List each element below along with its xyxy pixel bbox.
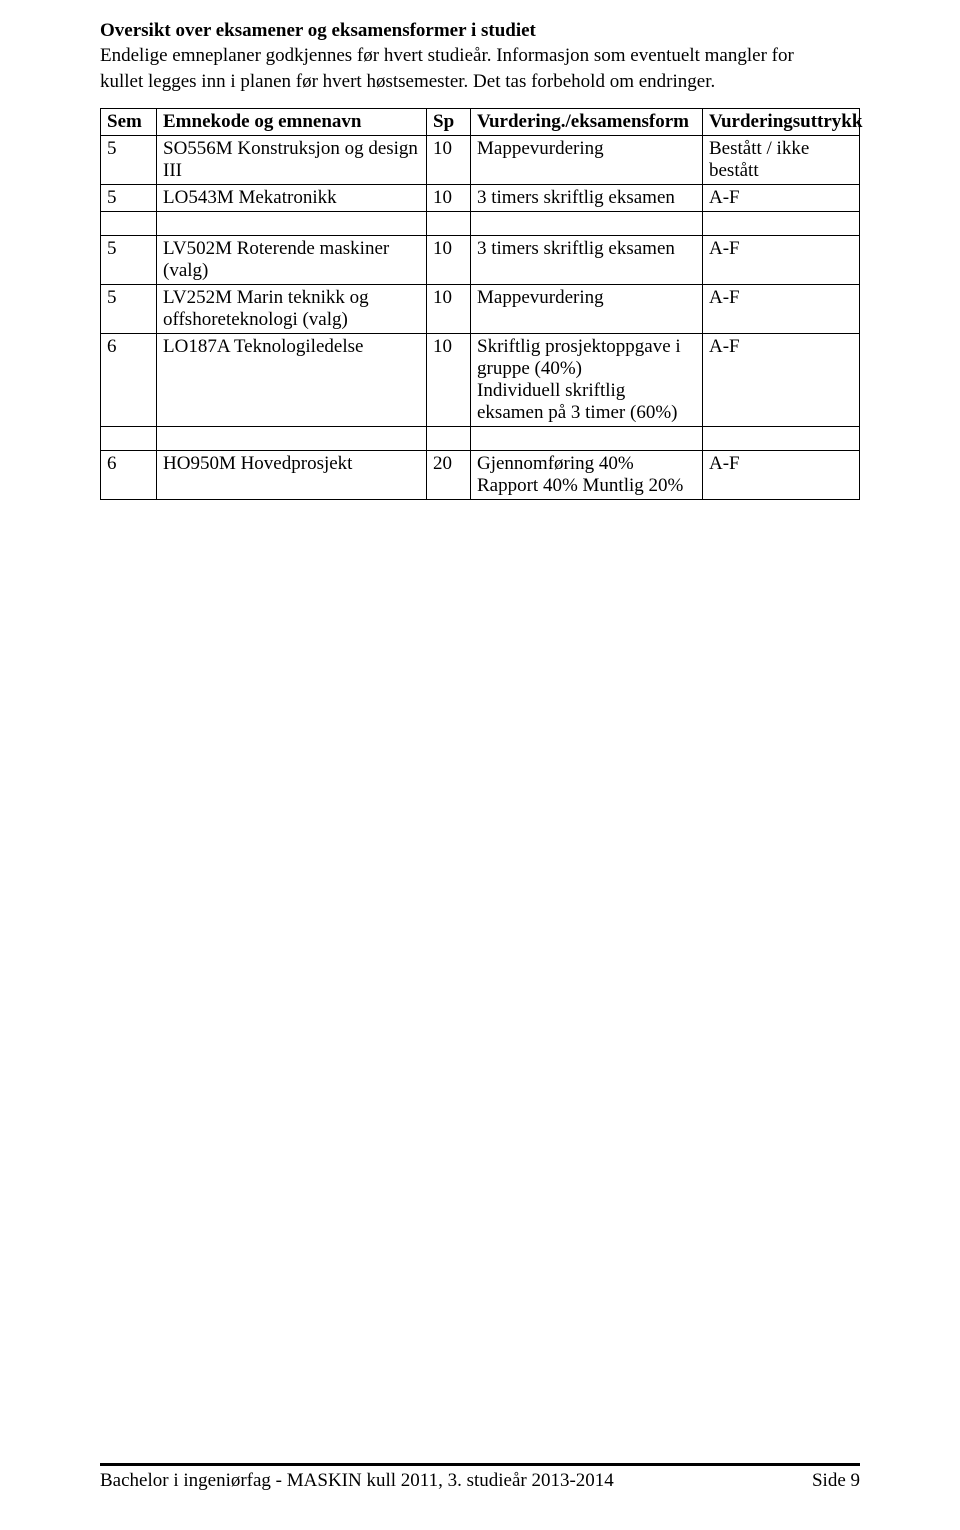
cell-sp: 10	[427, 235, 471, 284]
cell-form: Gjennomføring 40%Rapport 40% Muntlig 20%	[471, 450, 703, 499]
spacer-row	[101, 211, 860, 235]
spacer-cell	[427, 426, 471, 450]
intro-line-2: kullet legges inn i planen før hvert høs…	[100, 70, 860, 94]
table-header-row: Sem Emnekode og emnenavn Sp Vurdering./e…	[101, 108, 860, 135]
table-row: 5LV252M Marin teknikk og offshoreteknolo…	[101, 284, 860, 333]
cell-name: HO950M Hovedprosjekt	[157, 450, 427, 499]
spacer-cell	[157, 426, 427, 450]
spacer-cell	[101, 211, 157, 235]
cell-expr: A-F	[703, 184, 860, 211]
cell-name: LV502M Roterende maskiner (valg)	[157, 235, 427, 284]
table-row: 6HO950M Hovedprosjekt20Gjennomføring 40%…	[101, 450, 860, 499]
cell-sem: 5	[101, 235, 157, 284]
cell-expr: A-F	[703, 284, 860, 333]
footer-right: Side 9	[812, 1470, 860, 1492]
spacer-cell	[427, 211, 471, 235]
spacer-cell	[157, 211, 427, 235]
cell-expr: Bestått / ikke bestått	[703, 135, 860, 184]
cell-sp: 10	[427, 284, 471, 333]
spacer-cell	[471, 426, 703, 450]
header-form: Vurdering./eksamensform	[471, 108, 703, 135]
cell-sem: 6	[101, 333, 157, 426]
spacer-cell	[471, 211, 703, 235]
cell-sem: 5	[101, 284, 157, 333]
cell-form: 3 timers skriftlig eksamen	[471, 184, 703, 211]
intro-line-1: Endelige emneplaner godkjennes før hvert…	[100, 44, 860, 68]
cell-sem: 5	[101, 135, 157, 184]
exam-table: Sem Emnekode og emnenavn Sp Vurdering./e…	[100, 108, 860, 500]
page-footer: Bachelor i ingeniørfag - MASKIN kull 201…	[100, 1463, 860, 1492]
cell-sp: 10	[427, 184, 471, 211]
cell-form: Mappevurdering	[471, 135, 703, 184]
cell-sem: 6	[101, 450, 157, 499]
table-row: 6LO187A Teknologiledelse10Skriftlig pros…	[101, 333, 860, 426]
page: Oversikt over eksamener og eksamensforme…	[0, 0, 960, 1530]
cell-expr: A-F	[703, 450, 860, 499]
cell-expr: A-F	[703, 235, 860, 284]
table-row: 5SO556M Konstruksjon og design III10Mapp…	[101, 135, 860, 184]
cell-form: Skriftlig prosjektoppgave i gruppe (40%)…	[471, 333, 703, 426]
header-name: Emnekode og emnenavn	[157, 108, 427, 135]
cell-form: 3 timers skriftlig eksamen	[471, 235, 703, 284]
spacer-cell	[703, 211, 860, 235]
table-row: 5LV502M Roterende maskiner (valg)103 tim…	[101, 235, 860, 284]
cell-sp: 10	[427, 135, 471, 184]
table-body: 5SO556M Konstruksjon og design III10Mapp…	[101, 135, 860, 499]
page-title: Oversikt over eksamener og eksamensforme…	[100, 20, 860, 42]
spacer-cell	[101, 426, 157, 450]
header-expr: Vurderingsuttrykk	[703, 108, 860, 135]
spacer-row	[101, 426, 860, 450]
cell-name: LO187A Teknologiledelse	[157, 333, 427, 426]
cell-name: LO543M Mekatronikk	[157, 184, 427, 211]
cell-name: SO556M Konstruksjon og design III	[157, 135, 427, 184]
footer-left: Bachelor i ingeniørfag - MASKIN kull 201…	[100, 1470, 614, 1492]
cell-name: LV252M Marin teknikk og offshoreteknolog…	[157, 284, 427, 333]
spacer-cell	[703, 426, 860, 450]
cell-sp: 20	[427, 450, 471, 499]
cell-expr: A-F	[703, 333, 860, 426]
cell-form: Mappevurdering	[471, 284, 703, 333]
cell-sp: 10	[427, 333, 471, 426]
cell-sem: 5	[101, 184, 157, 211]
header-sem: Sem	[101, 108, 157, 135]
header-sp: Sp	[427, 108, 471, 135]
table-row: 5LO543M Mekatronikk103 timers skriftlig …	[101, 184, 860, 211]
